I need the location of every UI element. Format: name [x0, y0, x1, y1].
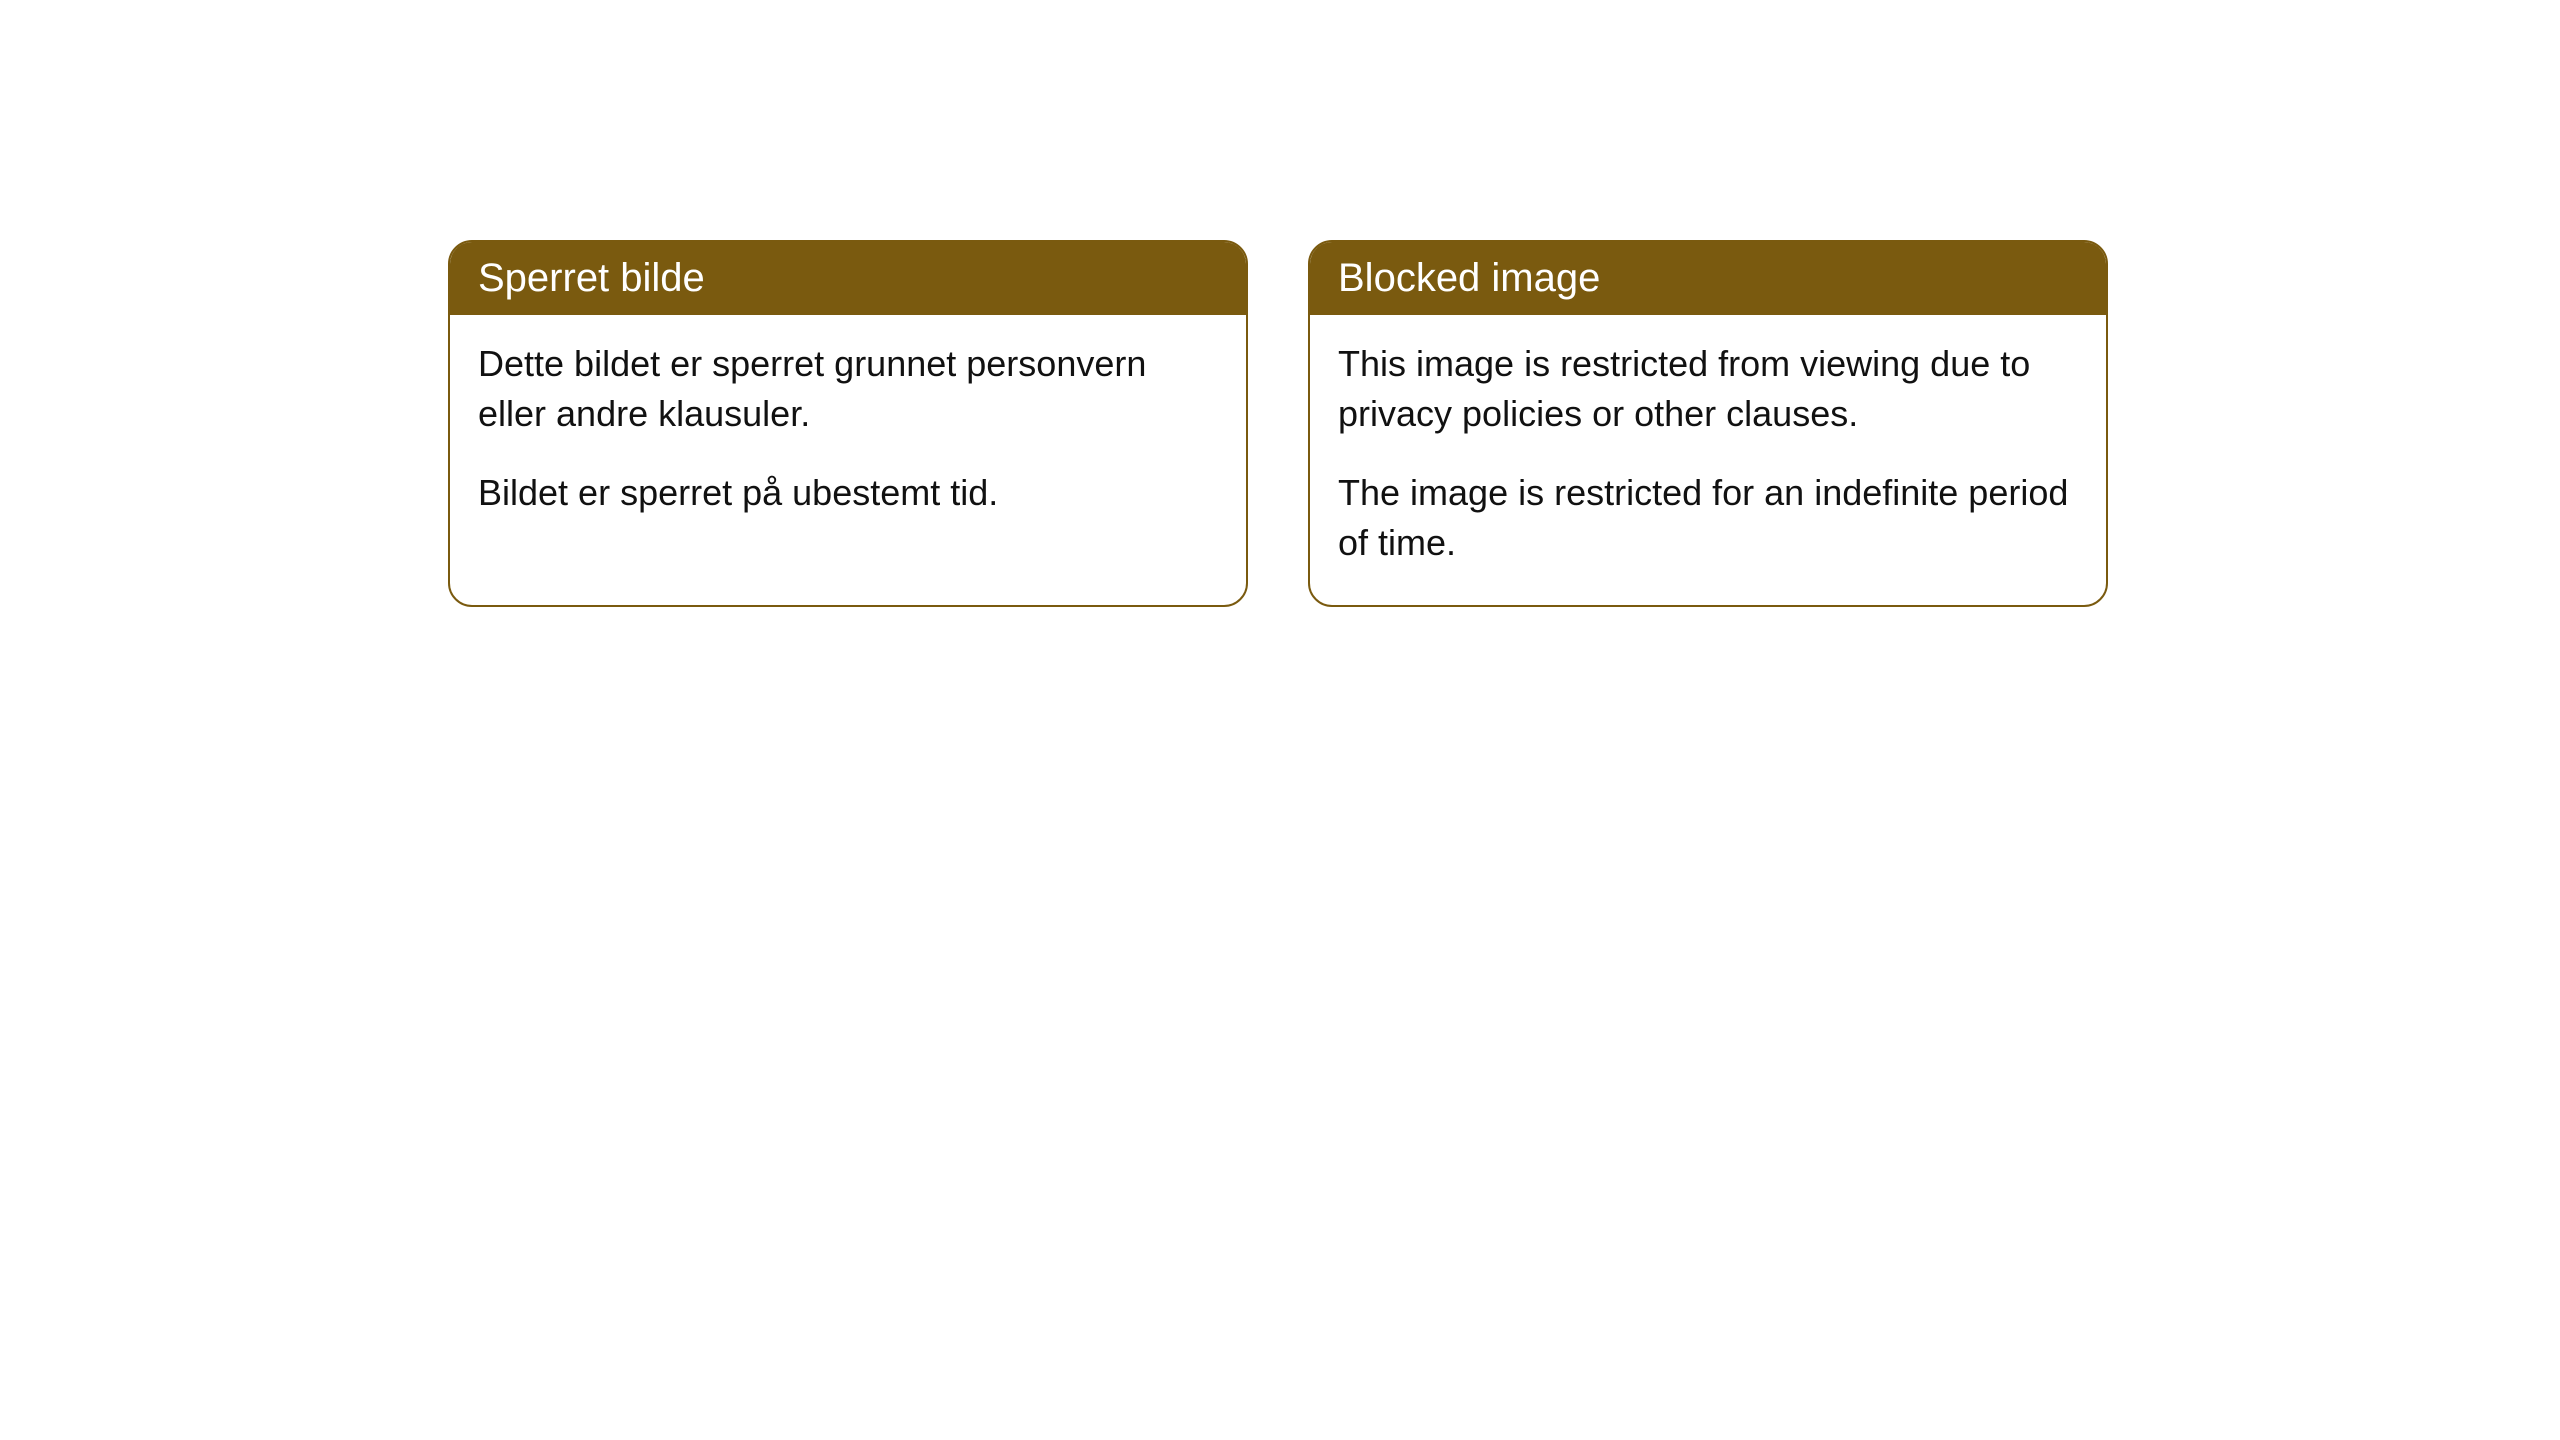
card-header-english: Blocked image	[1310, 242, 2106, 315]
card-body-english: This image is restricted from viewing du…	[1310, 315, 2106, 605]
card-paragraph: This image is restricted from viewing du…	[1338, 339, 2078, 440]
card-paragraph: Dette bildet er sperret grunnet personve…	[478, 339, 1218, 440]
card-paragraph: Bildet er sperret på ubestemt tid.	[478, 468, 1218, 518]
notice-cards-container: Sperret bilde Dette bildet er sperret gr…	[448, 240, 2108, 607]
notice-card-norwegian: Sperret bilde Dette bildet er sperret gr…	[448, 240, 1248, 607]
card-header-norwegian: Sperret bilde	[450, 242, 1246, 315]
card-paragraph: The image is restricted for an indefinit…	[1338, 468, 2078, 569]
card-title: Sperret bilde	[478, 256, 705, 300]
notice-card-english: Blocked image This image is restricted f…	[1308, 240, 2108, 607]
card-body-norwegian: Dette bildet er sperret grunnet personve…	[450, 315, 1246, 554]
card-title: Blocked image	[1338, 256, 1600, 300]
